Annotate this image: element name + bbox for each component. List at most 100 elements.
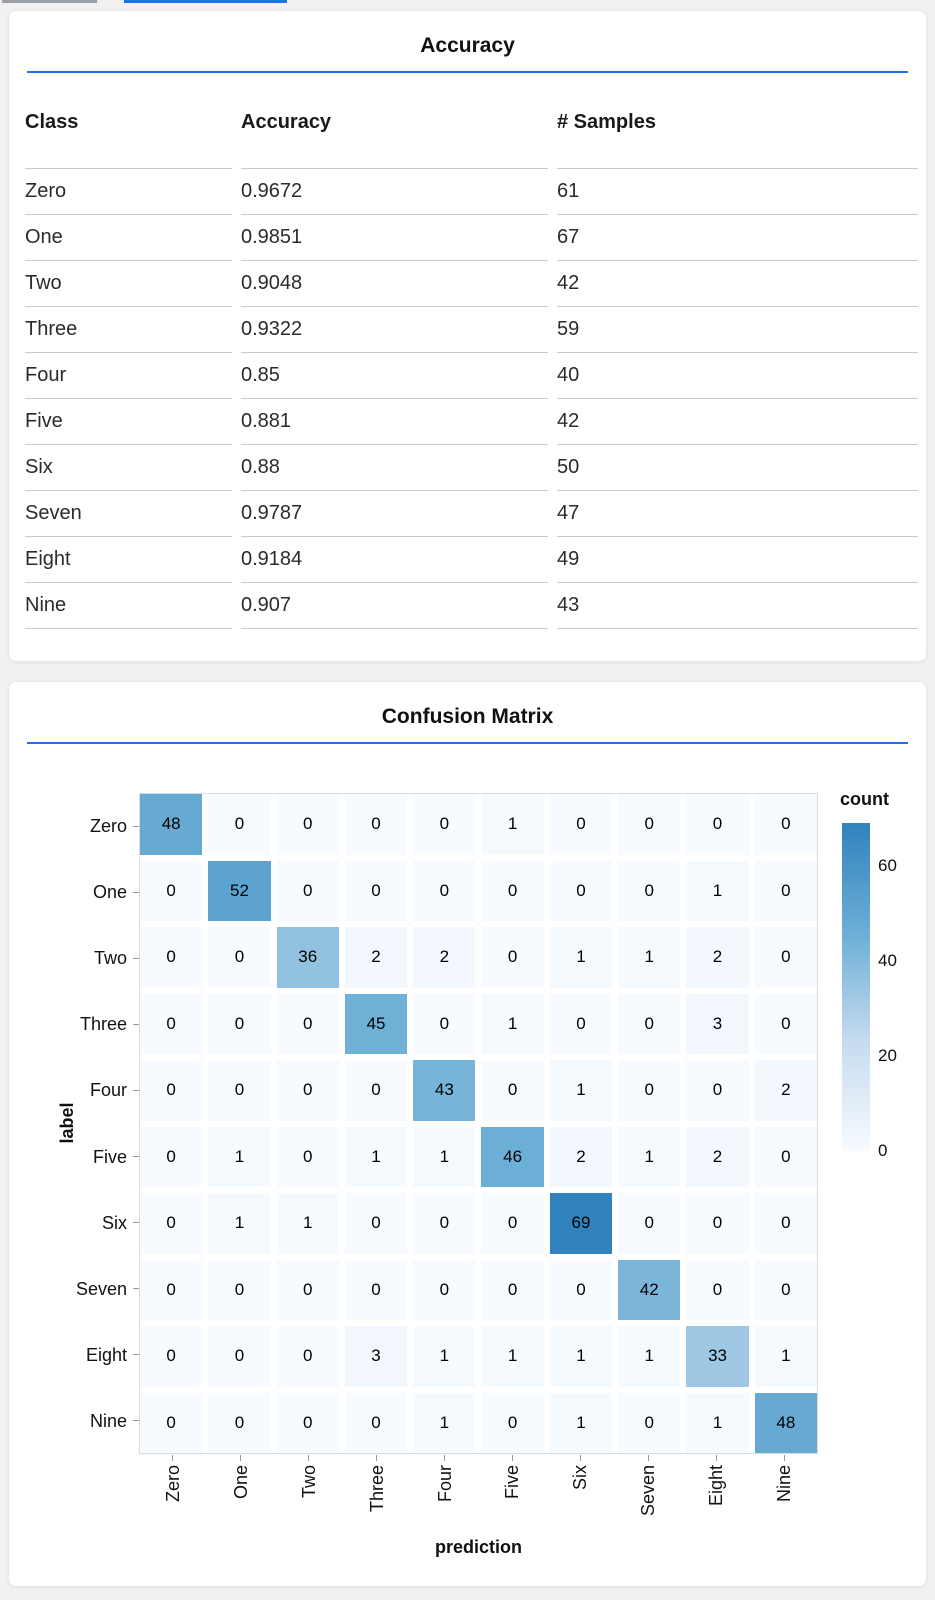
heatmap-cell: 0 [140,993,203,1054]
heatmap-cell: 45 [344,993,408,1054]
table-row: Zero 0.9672 61 [25,168,918,214]
y-axis-tick [133,957,139,959]
y-axis-label: One [92,882,127,903]
heatmap-cell: 0 [276,1060,339,1121]
table-row: Two 0.9048 42 [25,260,918,306]
table-cell: 40 [557,352,918,398]
x-axis-tick [172,1455,174,1461]
legend-tick-label: 40 [878,950,897,970]
heatmap-cell: 0 [344,1193,408,1254]
table-cell: 61 [557,168,918,214]
x-axis-tick [715,1455,717,1461]
top-gray-indicator-bar [2,0,97,3]
table-cell: 0.9322 [241,306,548,352]
heatmap-cell: 1 [413,1126,476,1187]
heatmap-cell: 2 [344,927,408,988]
y-axis-label: Four [89,1080,127,1101]
heatmap-cell: 0 [413,794,476,855]
x-axis-label: Five [502,1465,523,1500]
table-cell: Two [25,260,232,306]
y-axis-tick [133,1089,139,1091]
header-samples: # Samples [557,111,656,133]
legend-tick-label: 60 [878,855,897,875]
table-cell: 0.88 [241,444,548,490]
x-axis-label: Eight [706,1465,727,1507]
y-axis-label: Nine [89,1410,127,1431]
heatmap-cell: 48 [754,1392,817,1453]
heatmap-cell: 1 [754,1326,817,1387]
table-cell: 43 [557,582,918,629]
table-cell: Three [25,306,232,352]
heatmap-cell: 0 [344,1259,408,1320]
x-axis-label: Seven [638,1465,659,1517]
table-row: Eight 0.9184 49 [25,536,918,582]
x-axis-tick [647,1455,649,1461]
heatmap-cell: 0 [344,1060,408,1121]
x-axis-label: Nine [774,1465,795,1503]
heatmap-cell: 43 [413,1060,476,1121]
y-axis-label: Three [79,1014,127,1035]
y-axis-label: Seven [75,1278,127,1299]
heatmap-cell: 0 [549,993,613,1054]
heatmap-cell: 0 [481,1392,544,1453]
heatmap-cell: 0 [618,794,681,855]
heatmap-cell: 3 [686,993,749,1054]
heatmap-cell: 0 [686,1060,749,1121]
heatmap-cell: 2 [413,927,476,988]
heatmap-cell: 36 [276,927,339,988]
heatmap-cell: 0 [413,1259,476,1320]
heatmap-cell: 0 [276,1326,339,1387]
y-axis-label: Eight [85,1344,127,1365]
table-cell: Seven [25,490,232,536]
table-row: One 0.9851 67 [25,214,918,260]
heatmap-cell: 0 [754,1126,817,1187]
heatmap-cell: 0 [413,860,476,921]
heatmap-cell: 0 [686,1259,749,1320]
heatmap-cell: 0 [413,993,476,1054]
heatmap-cell: 0 [481,860,544,921]
heatmap-cell: 0 [208,927,271,988]
y-axis-tick [133,1288,139,1290]
heatmap-cell: 0 [754,993,817,1054]
heatmap-cell: 0 [140,1392,203,1453]
table-cell: 0.9184 [241,536,548,582]
heatmap-cell: 0 [481,927,544,988]
x-axis-title: prediction [434,1537,522,1557]
heatmap-cell: 1 [344,1126,408,1187]
table-cell: 0.9048 [241,260,548,306]
heatmap-cell: 0 [276,1126,339,1187]
table-cell: Nine [25,582,232,629]
table-cell: 42 [557,260,918,306]
heatmap-cell: 0 [208,1259,271,1320]
y-axis-tick [133,825,139,827]
heatmap-cell: 0 [618,1193,681,1254]
heatmap-cell: 2 [686,1126,749,1187]
table-cell: 59 [557,306,918,352]
y-axis-tick [133,1420,139,1422]
table-cell: One [25,214,232,260]
y-axis-tick [133,1023,139,1025]
heatmap-cell: 0 [754,794,817,855]
x-axis-tick [444,1455,446,1461]
legend-gradient-bar [842,823,870,1151]
heatmap-cell: 1 [481,1326,544,1387]
x-axis-label: Four [434,1465,455,1503]
accuracy-title-underline [27,71,908,73]
heatmap-cell: 0 [344,794,408,855]
heatmap-cell: 0 [208,794,271,855]
x-axis-label: Six [570,1465,591,1491]
table-cell: 47 [557,490,918,536]
heatmap-cell: 0 [208,993,271,1054]
heatmap-cell: 0 [481,1193,544,1254]
table-cell: Five [25,398,232,444]
heatmap-cell: 1 [618,927,681,988]
heatmap-cell: 1 [276,1193,339,1254]
heatmap-cell: 1 [481,993,544,1054]
table-row: Five 0.881 42 [25,398,918,444]
confusion-matrix-card: Confusion Matrix 48 0 0 0 0 1 0 0 0 0 0 52 0 0 0 0 0 0 1 0 0… [8,681,927,1587]
heatmap-cell: 0 [686,794,749,855]
heatmap-cell: 1 [618,1326,681,1387]
table-cell: 42 [557,398,918,444]
table-cell: Eight [25,536,232,582]
heatmap-cell: 0 [140,1126,203,1187]
